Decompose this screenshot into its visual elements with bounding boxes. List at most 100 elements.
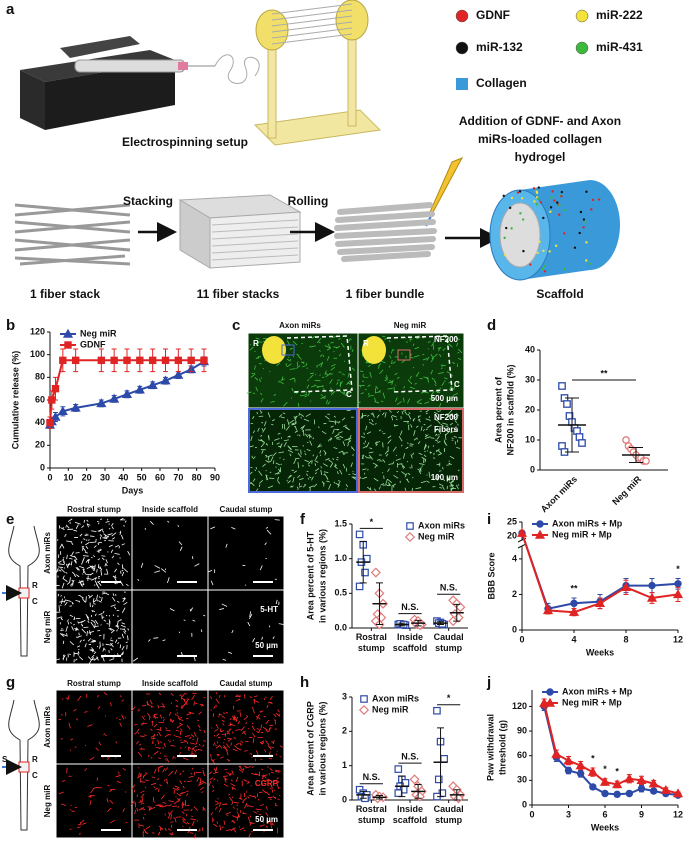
- signal: [183, 619, 186, 621]
- signal: [177, 715, 180, 718]
- signal: [109, 789, 113, 792]
- micrograph: [55, 763, 133, 839]
- signal: [86, 616, 90, 621]
- y-axis-label: Area percent of 5-HT: [305, 531, 315, 620]
- signal: [141, 705, 147, 707]
- y-axis-label: threshold (g): [497, 720, 507, 775]
- signal: [91, 619, 95, 623]
- signal: [222, 723, 225, 726]
- micrograph: [207, 689, 285, 765]
- signal: [122, 808, 125, 813]
- signal: [283, 423, 286, 430]
- signal: [101, 597, 103, 602]
- signal: [77, 645, 81, 648]
- signal: [322, 354, 324, 358]
- signal: [279, 457, 281, 459]
- data-point: [440, 754, 448, 763]
- signal: [83, 538, 86, 541]
- signal: [268, 757, 273, 760]
- signal: [273, 713, 277, 718]
- signal: [254, 350, 256, 352]
- data-point: [672, 788, 684, 798]
- signal: [112, 537, 116, 540]
- signal: [123, 524, 125, 527]
- signal: [350, 446, 355, 451]
- signal: [90, 639, 96, 643]
- signal: [387, 435, 392, 439]
- signal: [265, 478, 268, 481]
- signal: [75, 599, 80, 602]
- signal: [190, 772, 193, 775]
- signal: [255, 750, 259, 757]
- signal: [409, 375, 412, 380]
- signal: [219, 745, 223, 749]
- signal: [242, 767, 245, 771]
- signal: [153, 637, 159, 639]
- signal: [253, 795, 257, 799]
- signal: [427, 445, 430, 449]
- signal: [175, 729, 179, 732]
- signal: [356, 401, 361, 405]
- panel-label: i: [487, 511, 491, 528]
- signal: [86, 577, 92, 580]
- signal: [317, 337, 322, 344]
- signal: [384, 450, 388, 455]
- x-tick-label: 3: [566, 809, 571, 819]
- data-point: [200, 356, 208, 365]
- signal: [86, 519, 89, 522]
- signal: [130, 800, 135, 806]
- signal: [362, 445, 367, 449]
- signal: [376, 459, 380, 461]
- signal: [104, 563, 107, 567]
- signal: [170, 702, 173, 704]
- signal: [149, 521, 154, 525]
- signal: [184, 735, 190, 737]
- signal: [274, 473, 278, 475]
- signal: [324, 345, 331, 349]
- signal: [57, 593, 60, 597]
- signal: [255, 488, 259, 492]
- annotation: N.S.: [363, 772, 381, 782]
- signal: [434, 384, 437, 386]
- signal: [71, 601, 74, 605]
- signal: [278, 468, 282, 473]
- particle: [582, 218, 586, 221]
- signal: [183, 739, 188, 742]
- signal: [247, 728, 250, 730]
- signal: [150, 756, 153, 759]
- signal: [245, 791, 248, 793]
- signal: [153, 723, 158, 728]
- signal: [180, 728, 183, 732]
- signal: [362, 373, 364, 376]
- signal: [60, 629, 64, 631]
- x-tick-label: 40: [118, 472, 128, 482]
- signal: [266, 443, 268, 446]
- y-tick-label: 60: [517, 750, 527, 760]
- signal: [433, 380, 436, 383]
- signal: [330, 425, 334, 428]
- signal: [160, 794, 165, 800]
- signal: [380, 483, 385, 486]
- signal: [98, 541, 101, 544]
- signal: [311, 385, 316, 388]
- column-label: Rostral stump: [67, 679, 121, 688]
- signal: [448, 381, 451, 384]
- signal: [261, 768, 264, 771]
- signal: [424, 401, 430, 404]
- signal: [121, 543, 125, 546]
- signal: [112, 593, 115, 596]
- signal: [275, 712, 280, 717]
- signal: [119, 722, 122, 727]
- signal: [286, 340, 291, 346]
- data-point: [59, 356, 67, 365]
- signal: [147, 639, 151, 642]
- signal: [374, 397, 377, 402]
- sd-bar: [453, 603, 461, 622]
- signal: [216, 733, 220, 737]
- micrographs: Rostral stump Inside scaffold Caudal stump…: [2, 505, 285, 665]
- legend-label: Collagen: [476, 76, 527, 90]
- signal: [213, 823, 218, 828]
- signal: [187, 747, 190, 752]
- signal: [256, 713, 260, 720]
